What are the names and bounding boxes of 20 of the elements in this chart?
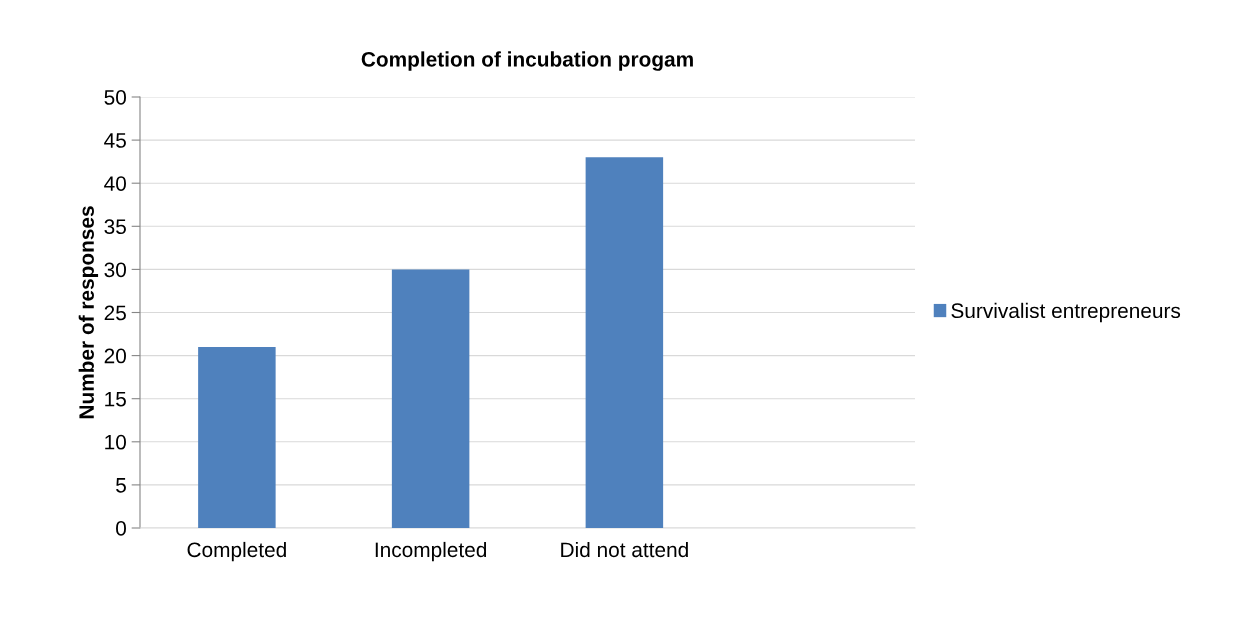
y-tick-label: 30 [104,262,126,278]
y-axis-title: Number of responses [78,206,99,419]
bar [391,269,470,528]
y-tick-label: 40 [104,176,126,191]
y-tick-label: 15 [105,391,126,407]
y-tick-label: 35 [104,219,126,235]
x-tick-label: Completed [187,541,286,562]
y-tick-label: 5 [116,478,126,493]
x-tick-label: Incompleted [375,541,487,562]
y-tick-label: 50 [104,90,126,105]
legend-label: Survivalist entrepreneurs [951,302,1181,323]
y-tick-label: 10 [105,434,126,450]
y-tick-label: 45 [104,133,126,148]
chart-title: Completion of incubation progam [361,51,693,71]
bar [585,157,664,528]
x-tick-label: Did not attend [561,541,688,558]
bar [198,346,276,528]
y-tick-label: 20 [104,348,126,364]
y-tick-label: 25 [104,305,126,321]
y-tick-label: 0 [116,521,126,536]
